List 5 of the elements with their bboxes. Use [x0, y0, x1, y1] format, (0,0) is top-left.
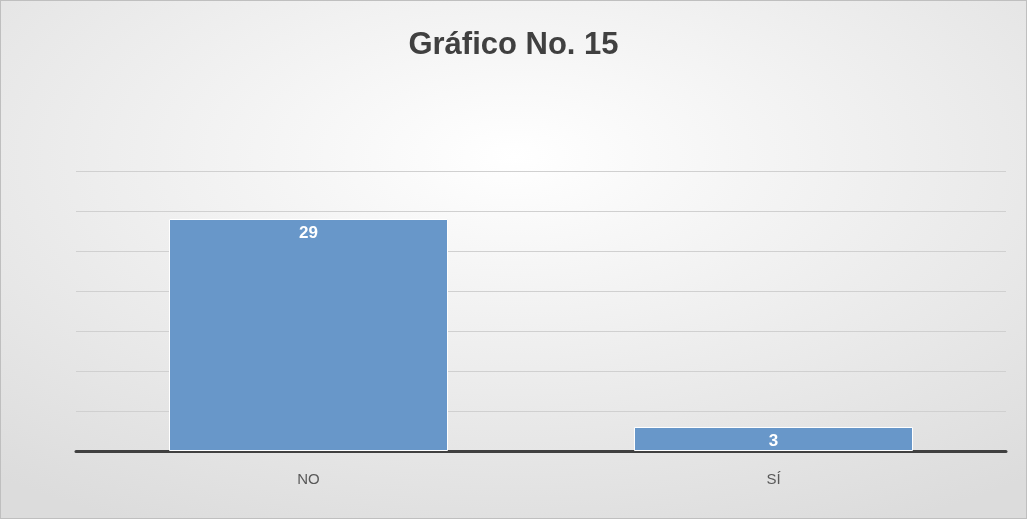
x-tick-label: NO	[297, 470, 320, 487]
x-tick-label: SÍ	[766, 470, 782, 487]
chart-title: Gráfico No. 15	[408, 26, 619, 61]
data-label: 29	[299, 223, 318, 242]
data-label: 3	[768, 431, 779, 450]
